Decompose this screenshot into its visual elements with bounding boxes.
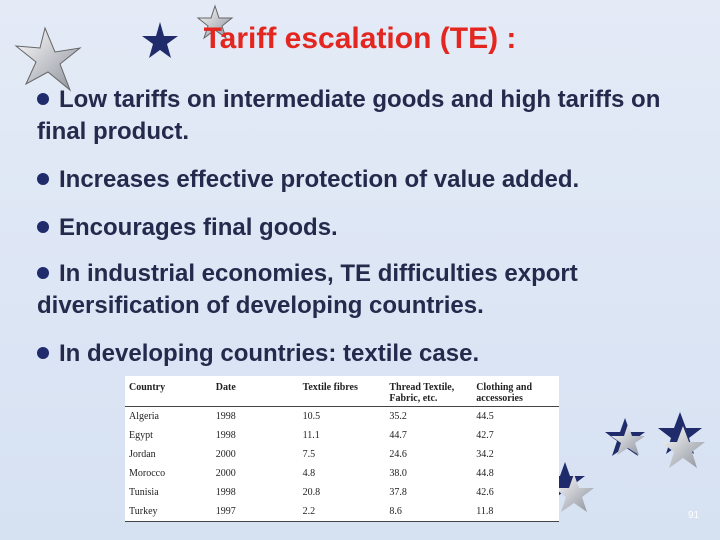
header-cell: Textile fibres bbox=[298, 376, 386, 407]
table-cell: 44.5 bbox=[476, 411, 494, 422]
bullet: In industrial economies, TE difficulties… bbox=[37, 258, 697, 322]
table-cell: 2000 bbox=[215, 468, 236, 479]
table-cell: 11.8 bbox=[472, 502, 559, 522]
table-cell: Tunisia bbox=[129, 487, 159, 498]
bullet: In developing countries: textile case. bbox=[37, 338, 697, 370]
bullet-text: In developing countries: textile case. bbox=[59, 340, 480, 367]
table-row: Egypt 1998 11.1 44.7 42.7 bbox=[125, 426, 559, 445]
bullet: Encourages final goods. bbox=[37, 212, 697, 244]
table-cell: 44.7 bbox=[389, 430, 407, 441]
table-cell: 2000 bbox=[215, 449, 236, 460]
table-row: Jordan 2000 7.5 24.6 34.2 bbox=[125, 445, 559, 464]
header-row: Country Date Textile fibres Thread Textile,… bbox=[125, 376, 559, 407]
table-cell: 44.8 bbox=[476, 468, 494, 479]
table-cell: Jordan bbox=[129, 449, 156, 460]
table-cell: 42.6 bbox=[476, 487, 494, 498]
header-cell: Clothing and accessories bbox=[472, 376, 559, 407]
table-cell: Algeria bbox=[129, 411, 159, 422]
data-table: Country Date Textile fibres Thread Textile,… bbox=[125, 376, 559, 522]
table-cell: 1998 bbox=[215, 411, 236, 422]
table-cell: Egypt bbox=[129, 430, 153, 441]
table-cell: Turkey bbox=[125, 502, 212, 522]
table-cell: 37.8 bbox=[389, 487, 407, 498]
slide-title: Tariff escalation (TE) : bbox=[203, 22, 517, 55]
table-cell: 24.6 bbox=[389, 449, 407, 460]
table-row: Turkey 1997 2.2 8.6 11.8 bbox=[125, 502, 559, 522]
table-cell: 1998 bbox=[215, 487, 236, 498]
table: Country Date Textile fibres Thread Textile,… bbox=[125, 376, 559, 522]
header-cell: Thread Textile, Fabric, etc. bbox=[385, 376, 473, 407]
table-row: Morocco 2000 4.8 38.0 44.8 bbox=[125, 464, 559, 483]
table-cell: 7.5 bbox=[302, 449, 316, 460]
table-row: Tunisia 1998 20.8 37.8 42.6 bbox=[125, 483, 559, 502]
table-cell: 38.0 bbox=[389, 468, 407, 479]
table-cell: 20.8 bbox=[302, 487, 321, 498]
table-cell: 8.6 bbox=[385, 502, 473, 522]
table-cell: 1997 bbox=[211, 502, 299, 522]
table-cell: 11.1 bbox=[302, 430, 320, 441]
table-cell: 4.8 bbox=[302, 468, 316, 479]
bullet: Low tariffs on intermediate goods and hi… bbox=[37, 84, 697, 148]
bullet-text: Increases effective protection of value … bbox=[59, 166, 580, 193]
table-cell: 34.2 bbox=[476, 449, 494, 460]
header-cell: Date bbox=[211, 376, 299, 407]
table-cell: 35.2 bbox=[389, 411, 407, 422]
page-number: 91 bbox=[688, 510, 700, 521]
table-cell: 42.7 bbox=[476, 430, 494, 441]
table-cell: 2.2 bbox=[298, 502, 386, 522]
table-cell: 10.5 bbox=[302, 411, 321, 422]
table-cell: 1998 bbox=[215, 430, 236, 441]
table-cell: Morocco bbox=[129, 468, 166, 479]
table-row: Algeria 1998 10.5 35.2 44.5 bbox=[125, 407, 559, 427]
bullet: Increases effective protection of value … bbox=[37, 164, 697, 196]
star bbox=[14, 4, 705, 512]
bullet-text: In industrial economies, TE difficulties… bbox=[37, 260, 578, 319]
bullet-text: Low tariffs on intermediate goods and hi… bbox=[37, 86, 661, 145]
header-cell: Country bbox=[125, 376, 212, 407]
bullet-text: Encourages final goods. bbox=[59, 214, 338, 241]
